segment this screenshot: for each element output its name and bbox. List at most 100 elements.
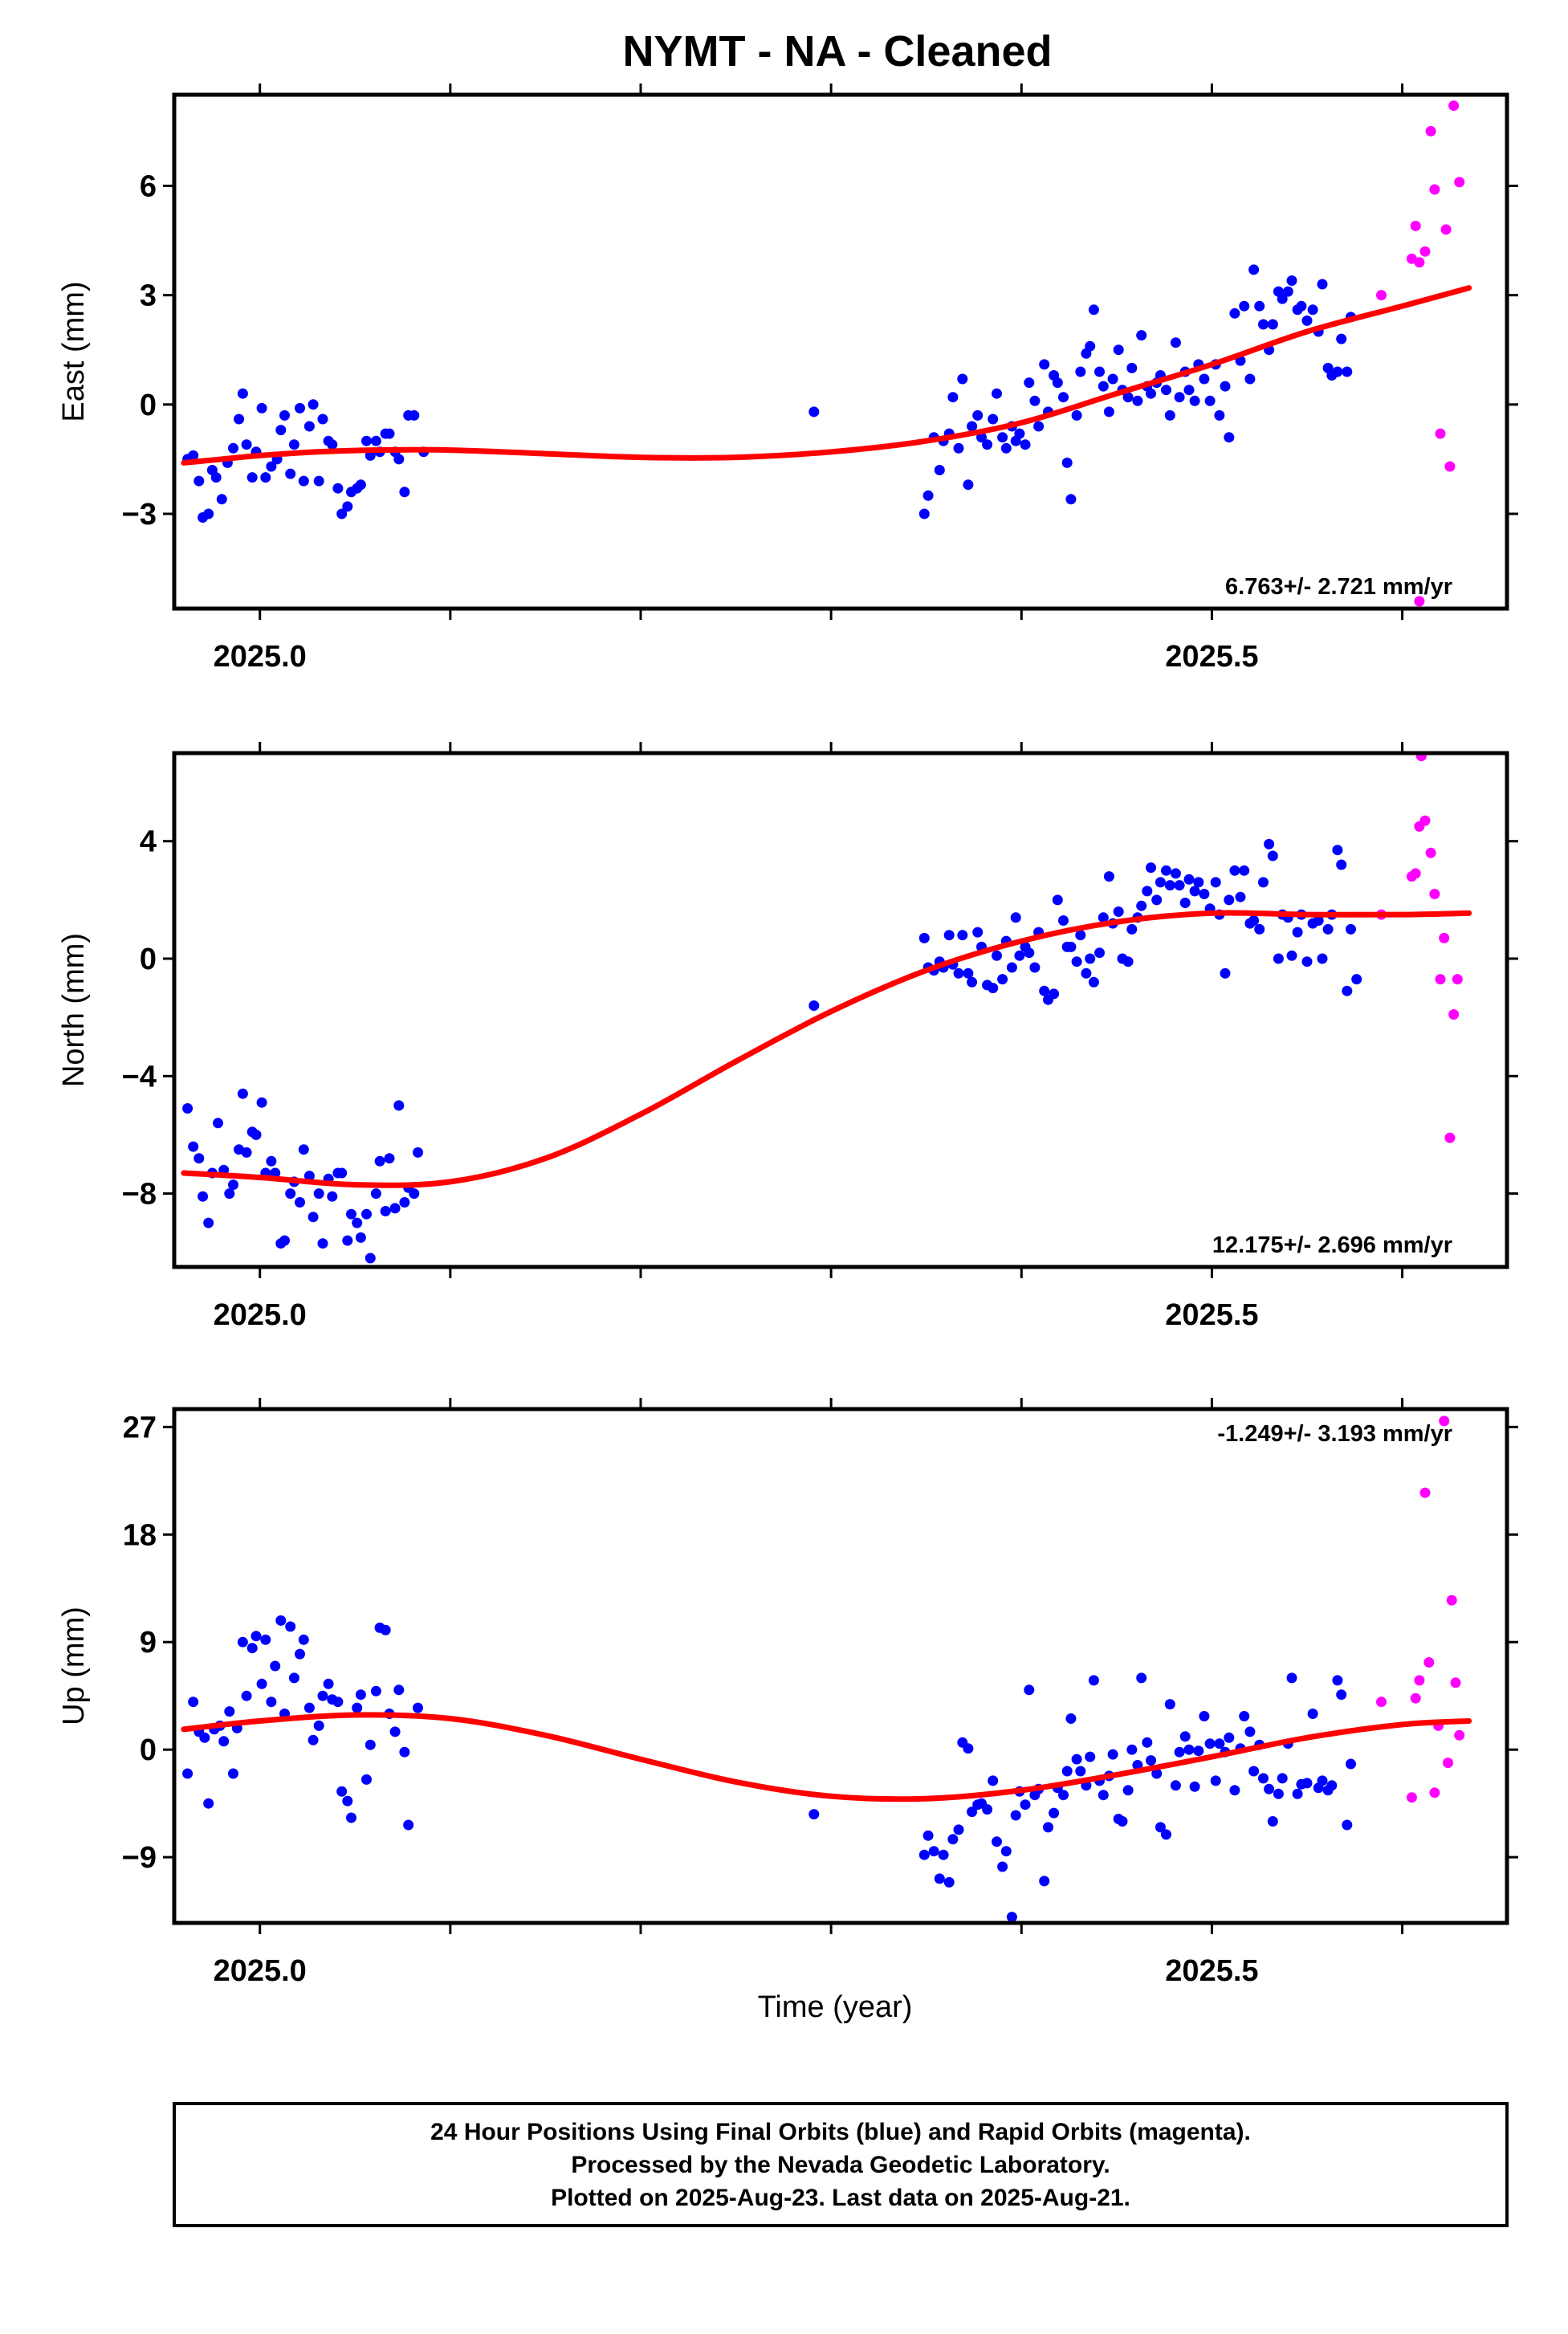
final-orbit-point	[332, 1697, 344, 1708]
final-orbit-point	[1155, 1822, 1166, 1833]
plot-frame	[172, 751, 1509, 1269]
final-orbit-point	[1020, 1799, 1031, 1811]
final-orbit-point	[1065, 941, 1077, 952]
final-orbit-point	[1282, 286, 1293, 297]
final-orbit-point	[1039, 359, 1050, 370]
final-orbit-point	[1058, 915, 1069, 926]
final-orbit-point	[1183, 874, 1195, 885]
final-orbit-point	[1346, 923, 1356, 935]
final-orbit-point	[307, 1212, 319, 1223]
final-orbit-point	[234, 413, 245, 425]
final-orbit-point	[808, 406, 820, 418]
final-orbit-point	[1098, 1790, 1109, 1801]
final-orbit-point	[1317, 1775, 1328, 1786]
final-orbit-point	[237, 388, 248, 399]
final-orbit-point	[1085, 953, 1096, 964]
final-orbit-point	[1006, 1912, 1017, 1923]
rapid-orbit-point	[1376, 290, 1387, 301]
final-orbit-point	[370, 1188, 381, 1200]
final-orbit-point	[1174, 880, 1185, 891]
rapid-orbit-point	[1450, 1677, 1461, 1688]
rapid-orbit-point	[1435, 974, 1446, 985]
final-orbit-point	[1264, 1783, 1275, 1794]
final-orbit-point	[1033, 421, 1045, 432]
final-orbit-point	[1301, 1778, 1313, 1789]
final-orbit-point	[228, 442, 238, 454]
final-orbit-point	[1126, 362, 1138, 373]
final-orbit-point	[1273, 953, 1284, 964]
x-tick-label: 2025.5	[1165, 1298, 1258, 1332]
final-orbit-point	[1014, 428, 1025, 439]
plot-frame	[172, 92, 1509, 611]
final-orbit-point	[298, 1144, 309, 1155]
final-orbit-point	[295, 1648, 305, 1660]
final-orbit-point	[246, 472, 258, 483]
final-orbit-point	[938, 1849, 949, 1860]
final-orbit-point	[1029, 395, 1041, 406]
final-orbit-point	[1065, 494, 1077, 505]
final-orbit-point	[393, 1100, 405, 1111]
final-orbit-point	[399, 487, 410, 498]
final-orbit-point	[203, 1798, 214, 1809]
final-orbit-point	[1286, 275, 1297, 286]
final-orbit-point	[409, 1188, 420, 1200]
plot-frame	[172, 1407, 1509, 1925]
final-orbit-point	[413, 1702, 423, 1713]
final-orbit-point	[399, 1197, 410, 1208]
final-orbit-point	[256, 402, 267, 413]
final-orbit-point	[1351, 974, 1362, 985]
final-orbit-point	[808, 1809, 820, 1820]
final-orbit-point	[1071, 1754, 1082, 1765]
final-orbit-point	[317, 413, 328, 425]
final-orbit-point	[992, 950, 1002, 961]
final-orbit-point	[1322, 923, 1334, 935]
final-orbit-point	[355, 1689, 366, 1701]
final-orbit-point	[992, 388, 1002, 399]
final-orbit-point	[1239, 1711, 1250, 1721]
final-orbit-point	[1277, 293, 1288, 304]
x-tick-label: 2025.5	[1165, 1954, 1258, 1988]
final-orbit-point	[266, 1697, 277, 1708]
final-orbit-point	[313, 475, 324, 487]
y-tick-label: 4	[140, 825, 157, 859]
final-orbit-point	[1088, 976, 1099, 988]
final-orbit-point	[1058, 392, 1069, 403]
final-orbit-point	[1220, 381, 1231, 392]
final-orbit-point	[997, 432, 1008, 443]
final-orbit-point	[403, 1819, 414, 1831]
final-orbit-point	[203, 1217, 214, 1228]
final-orbit-point	[228, 1179, 238, 1191]
final-orbit-point	[188, 1697, 199, 1708]
final-orbit-point	[992, 1836, 1002, 1847]
final-orbit-point	[1189, 886, 1200, 897]
rapid-orbit-point	[1435, 428, 1446, 439]
rapid-orbit-point	[1419, 246, 1431, 257]
final-orbit-point	[228, 1768, 238, 1779]
y-tick-label: 3	[140, 279, 157, 313]
final-orbit-point	[1189, 395, 1200, 406]
final-orbit-point	[988, 413, 999, 425]
final-orbit-point	[1244, 373, 1256, 385]
rapid-orbit-point	[1440, 224, 1452, 235]
final-orbit-point	[1088, 304, 1099, 316]
final-orbit-point	[1189, 1781, 1200, 1792]
final-orbit-point	[361, 1774, 372, 1785]
rapid-orbit-point	[1429, 1787, 1440, 1798]
final-orbit-point	[342, 1235, 353, 1246]
final-orbit-point	[1075, 1766, 1086, 1777]
final-orbit-point	[1142, 886, 1153, 897]
final-orbit-point	[953, 1824, 964, 1835]
final-orbit-point	[307, 399, 319, 410]
final-orbit-point	[1071, 956, 1082, 967]
final-orbit-point	[1229, 865, 1240, 876]
final-orbit-point	[1342, 985, 1353, 996]
final-orbit-point	[1313, 915, 1324, 926]
rapid-orbit-point	[1439, 932, 1450, 943]
final-orbit-point	[1267, 1816, 1278, 1827]
final-orbit-point	[303, 421, 315, 432]
final-orbit-point	[1049, 988, 1060, 1000]
final-orbit-point	[1136, 900, 1147, 911]
final-orbit-point	[224, 1188, 235, 1200]
final-orbit-point	[1061, 457, 1073, 468]
final-orbit-point	[237, 1636, 248, 1648]
